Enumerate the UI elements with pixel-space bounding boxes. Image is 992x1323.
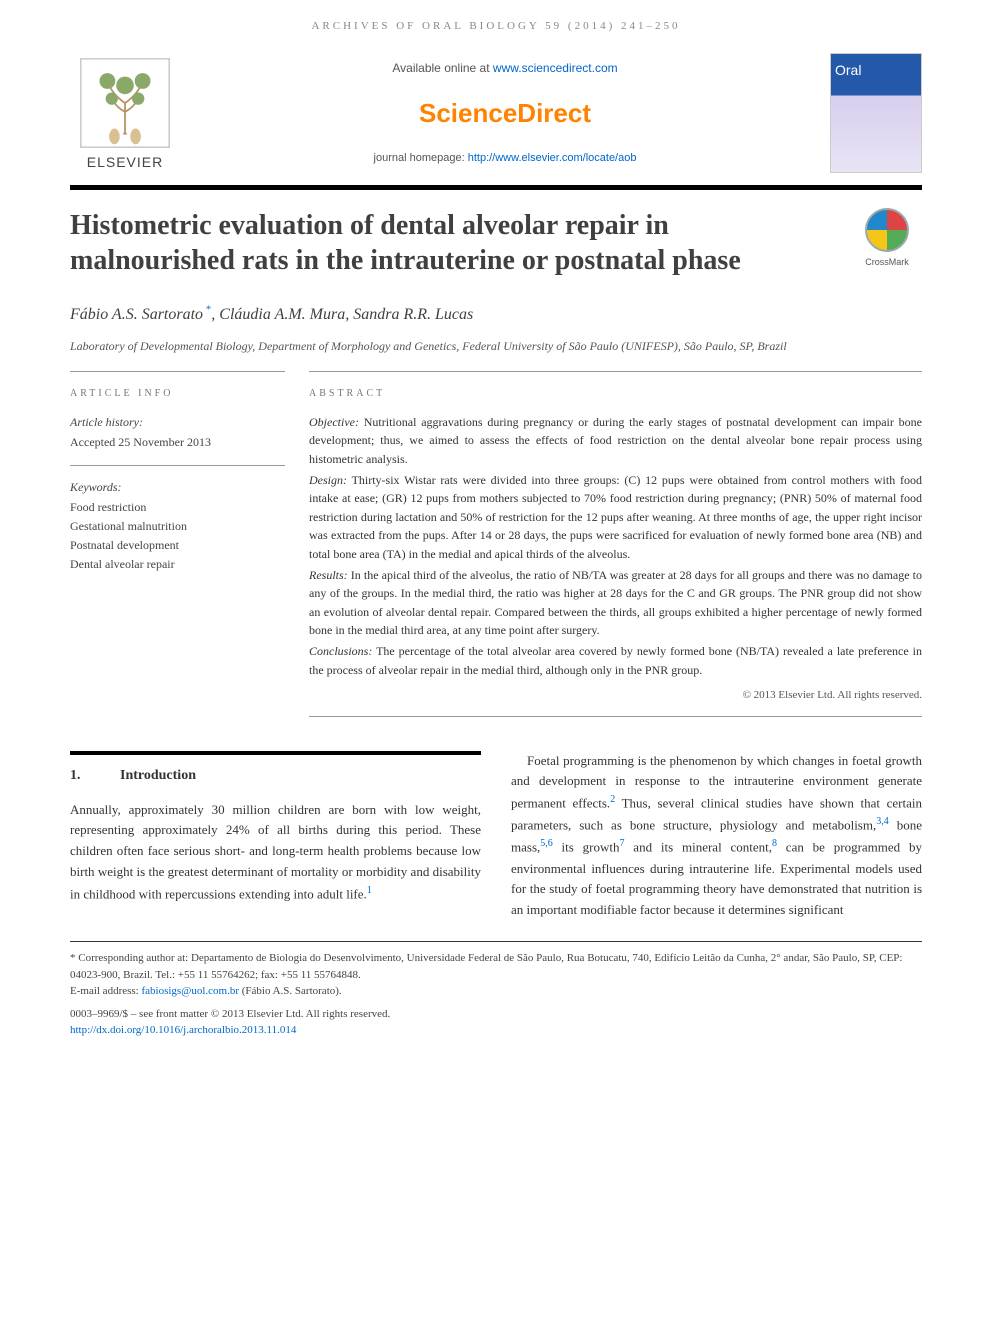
journal-cover-title: Oral (835, 60, 861, 81)
authors: Fábio A.S. Sartorato *, Cláudia A.M. Mur… (0, 288, 992, 333)
results-label: Results: (309, 568, 348, 582)
corresponding-marker: * (203, 304, 211, 316)
info-abstract-row: ARTICLE INFO Article history: Accepted 2… (0, 371, 992, 717)
available-prefix: Available online at (392, 61, 493, 75)
results-text: In the apical third of the alveolus, the… (309, 568, 922, 638)
sciencedirect-logo: ScienceDirect (198, 94, 812, 133)
abstract-copyright: © 2013 Elsevier Ltd. All rights reserved… (309, 687, 922, 704)
email-suffix: (Fábio A.S. Sartorato). (239, 985, 342, 997)
crossmark-icon (865, 208, 909, 252)
email-line: E-mail address: fabiosigs@uol.com.br (Fá… (70, 983, 922, 1000)
issn-line: 0003–9969/$ – see front matter © 2013 El… (70, 1006, 922, 1023)
section-heading: 1.Introduction (70, 765, 481, 786)
article-history-label: Article history: (70, 413, 285, 431)
abstract-design: Design: Thirty-six Wistar rats were divi… (309, 471, 922, 564)
ref-link[interactable]: 3,4 (876, 816, 889, 827)
info-divider (70, 465, 285, 466)
bottom-meta: 0003–9969/$ – see front matter © 2013 El… (0, 1004, 992, 1059)
intro-right-d: its growth (553, 840, 620, 855)
corresponding-author: * Corresponding author at: Departamento … (70, 950, 922, 983)
body-columns: 1.Introduction Annually, approximately 3… (0, 717, 992, 931)
keyword: Food restriction (70, 498, 285, 517)
elsevier-logo: ELSEVIER (70, 53, 180, 173)
email-label: E-mail address: (70, 985, 141, 997)
objective-text: Nutritional aggravations during pregnanc… (309, 415, 922, 466)
running-head: ARCHIVES OF ORAL BIOLOGY 59 (2014) 241–2… (0, 0, 992, 45)
available-online: Available online at www.sciencedirect.co… (198, 59, 812, 77)
sciencedirect-link[interactable]: www.sciencedirect.com (493, 61, 618, 75)
article-title: Histometric evaluation of dental alveola… (70, 208, 832, 278)
author-list: Fábio A.S. Sartorato *, Cláudia A.M. Mur… (70, 306, 473, 323)
article-history-value: Accepted 25 November 2013 (70, 433, 285, 451)
ref-link[interactable]: 1 (367, 885, 372, 896)
design-text: Thirty-six Wistar rats were divided into… (309, 473, 922, 561)
body-col-left: 1.Introduction Annually, approximately 3… (70, 751, 481, 921)
abstract-heading: ABSTRACT (309, 386, 922, 401)
abstract-objective: Objective: Nutritional aggravations duri… (309, 413, 922, 469)
intro-para-right: Foetal programming is the phenomenon by … (511, 751, 922, 921)
masthead: ELSEVIER Available online at www.science… (0, 45, 992, 185)
section-number: 1. (70, 765, 120, 786)
objective-label: Objective: (309, 415, 359, 429)
keywords-label: Keywords: (70, 478, 285, 496)
keyword: Gestational malnutrition (70, 517, 285, 536)
section-rule (70, 751, 481, 755)
article-info-heading: ARTICLE INFO (70, 386, 285, 401)
abstract: ABSTRACT Objective: Nutritional aggravat… (309, 371, 922, 717)
elsevier-tree-icon (80, 58, 170, 148)
affiliation: Laboratory of Developmental Biology, Dep… (0, 333, 992, 371)
keyword: Postnatal development (70, 536, 285, 555)
intro-right-e: and its mineral content, (624, 840, 772, 855)
intro-para-left: Annually, approximately 30 million child… (70, 800, 481, 905)
journal-homepage: journal homepage: http://www.elsevier.co… (198, 150, 812, 167)
elsevier-wordmark: ELSEVIER (87, 152, 163, 173)
masthead-center: Available online at www.sciencedirect.co… (198, 53, 812, 173)
email-link[interactable]: fabiosigs@uol.com.br (141, 985, 239, 997)
conclusions-label: Conclusions: (309, 644, 372, 658)
design-label: Design: (309, 473, 347, 487)
abstract-conclusions: Conclusions: The percentage of the total… (309, 642, 922, 679)
keyword: Dental alveolar repair (70, 555, 285, 574)
homepage-prefix: journal homepage: (374, 152, 468, 164)
article-info: ARTICLE INFO Article history: Accepted 2… (70, 371, 285, 717)
section-title: Introduction (120, 768, 196, 783)
article-header: Histometric evaluation of dental alveola… (0, 190, 992, 288)
footnotes: * Corresponding author at: Departamento … (70, 941, 922, 1004)
conclusions-text: The percentage of the total alveolar are… (309, 644, 922, 677)
crossmark-badge[interactable]: CrossMark (852, 208, 922, 278)
ref-link[interactable]: 5,6 (540, 838, 553, 849)
crossmark-label: CrossMark (865, 257, 909, 267)
abstract-results: Results: In the apical third of the alve… (309, 566, 922, 640)
body-col-right: Foetal programming is the phenomenon by … (511, 751, 922, 921)
doi-link[interactable]: http://dx.doi.org/10.1016/j.archoralbio.… (70, 1024, 296, 1036)
homepage-link[interactable]: http://www.elsevier.com/locate/aob (468, 152, 637, 164)
intro-text-left: Annually, approximately 30 million child… (70, 802, 481, 902)
title-block: Histometric evaluation of dental alveola… (70, 208, 832, 278)
journal-cover: Oral (830, 53, 922, 173)
